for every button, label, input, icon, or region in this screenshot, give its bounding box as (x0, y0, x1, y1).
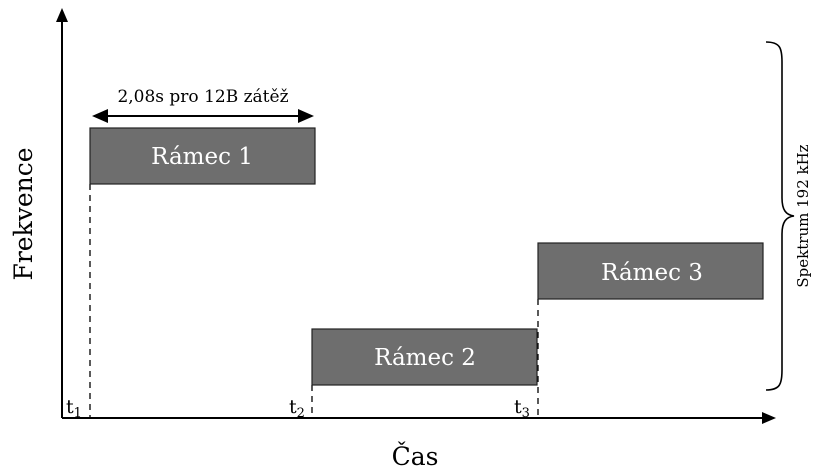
time-marker-t2: t2 (289, 396, 305, 421)
y-axis-arrow-icon (56, 8, 68, 22)
time-marker-t1: t1 (66, 396, 82, 421)
frame-3: Rámec 3 (537, 242, 764, 300)
duration-annotation: 2,08s pro 12B zátěž (92, 87, 314, 123)
duration-label: 2,08s pro 12B zátěž (117, 87, 288, 107)
x-axis-label: Čas (392, 442, 439, 471)
curly-brace-icon (765, 41, 795, 391)
frame-1: Rámec 1 (89, 127, 316, 185)
y-axis (56, 8, 68, 418)
spectrum-brace: Spektrum 192 kHz (765, 41, 812, 391)
time-guides (89, 184, 539, 418)
y-axis-label: Frekvence (9, 147, 38, 280)
frame-2-label: Rámec 2 (374, 345, 476, 371)
duration-arrow-left-icon (92, 109, 108, 123)
time-markers: t1 t2 t3 (66, 396, 530, 421)
duration-arrow-right-icon (298, 109, 314, 123)
x-axis (62, 412, 776, 424)
x-axis-arrow-icon (762, 412, 776, 424)
frame-1-label: Rámec 1 (151, 144, 253, 170)
spectrum-label: Spektrum 192 kHz (794, 144, 812, 287)
time-marker-t3: t3 (514, 396, 530, 421)
frame-3-label: Rámec 3 (601, 260, 703, 286)
frame-2: Rámec 2 (311, 328, 538, 386)
